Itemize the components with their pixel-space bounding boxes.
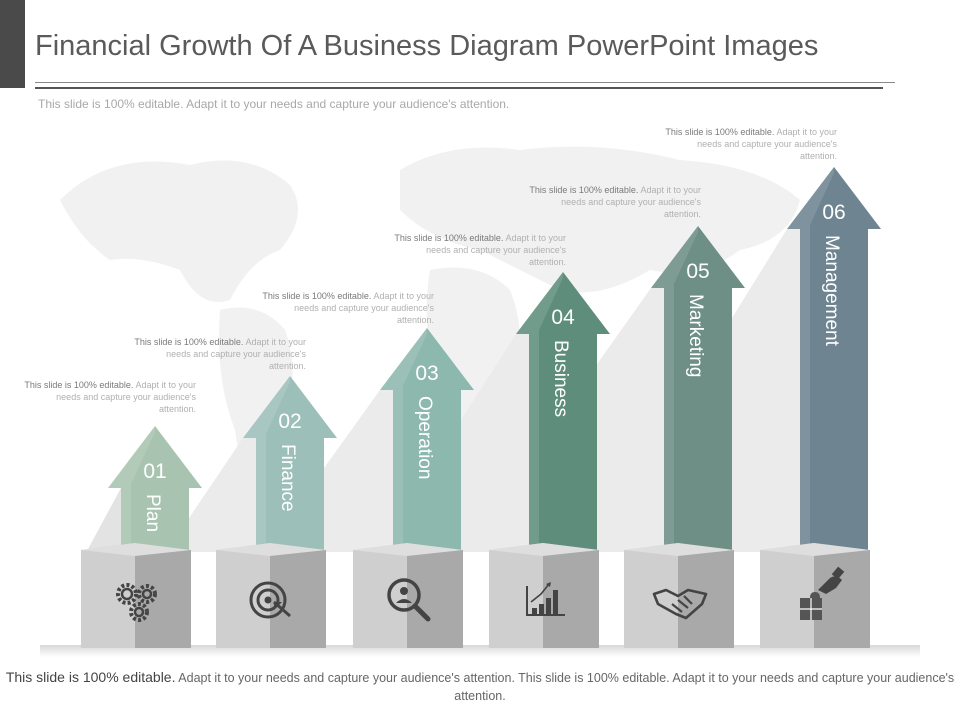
step-number: 03 — [415, 362, 438, 385]
step-number: 05 — [686, 260, 709, 283]
title-divider — [35, 82, 895, 83]
gears-icon — [116, 583, 157, 622]
growth-arrow-02: 02 Finance — [243, 376, 337, 552]
step-note-rest: Adapt it to your needs and capture your … — [56, 380, 196, 414]
growth-arrow-03: 03 Operation — [380, 328, 474, 552]
arrow-shape — [651, 226, 745, 552]
puzzle-hand-icon — [800, 566, 845, 620]
step-note-rest: Adapt it to your needs and capture your … — [426, 233, 566, 267]
arrow-shape — [108, 426, 202, 552]
step-note-rest: Adapt it to your needs and capture your … — [294, 291, 434, 325]
step-label: Marketing — [685, 294, 706, 377]
growth-shadow-band — [461, 334, 529, 552]
arrow-shape — [243, 376, 337, 552]
step-note: This slide is 100% editable. Adapt it to… — [394, 232, 566, 268]
step-note-rest: Adapt it to your needs and capture your … — [697, 127, 837, 161]
handshake-icon — [652, 588, 708, 620]
growth-arrow-06: 06 Management — [787, 167, 881, 552]
base-block-02 — [216, 543, 326, 648]
bar-chart-icon — [526, 582, 565, 616]
step-note-lead: This slide is 100% editable. — [134, 337, 246, 347]
base-block-05 — [624, 543, 734, 648]
step-number: 01 — [143, 460, 166, 483]
growth-shadow-band — [597, 288, 664, 552]
growth-shadow-band — [732, 229, 800, 552]
step-note-rest: Adapt it to your needs and capture your … — [561, 185, 701, 219]
step-note: This slide is 100% editable. Adapt it to… — [529, 184, 701, 220]
arrow-highlight — [108, 426, 155, 552]
growth-shadow-band — [189, 438, 256, 552]
base-block-01 — [81, 543, 191, 648]
growth-arrow-04: 04 Business — [516, 272, 610, 552]
growth-shadow-band — [324, 390, 393, 552]
title-divider-thick — [35, 87, 883, 89]
base-block-06 — [760, 543, 870, 648]
page-subtitle: This slide is 100% editable. Adapt it to… — [38, 97, 510, 111]
arrow-shape — [516, 272, 610, 552]
step-note: This slide is 100% editable. Adapt it to… — [134, 336, 306, 372]
footer-lead: This slide is 100% editable. — [5, 669, 176, 685]
step-label: Management — [821, 235, 842, 347]
arrow-highlight — [243, 376, 290, 552]
step-label: Finance — [277, 444, 298, 512]
step-note-rest: Adapt it to your needs and capture your … — [166, 337, 306, 371]
step-note: This slide is 100% editable. Adapt it to… — [24, 379, 196, 415]
step-note-lead: This slide is 100% editable. — [262, 291, 374, 301]
target-icon — [249, 581, 291, 619]
arrow-shadow — [81, 488, 121, 562]
step-label: Operation — [414, 396, 435, 479]
step-number: 02 — [278, 410, 301, 433]
growth-arrow-05: 05 Marketing — [651, 226, 745, 552]
arrow-shape — [787, 167, 881, 552]
step-note-lead: This slide is 100% editable. — [665, 127, 777, 137]
step-number: 06 — [822, 201, 845, 224]
step-note-lead: This slide is 100% editable. — [394, 233, 506, 243]
step-note-lead: This slide is 100% editable. — [529, 185, 641, 195]
step-label: Plan — [142, 494, 163, 532]
footer-rest: Adapt it to your needs and capture your … — [178, 671, 955, 703]
base-block-04 — [489, 543, 599, 648]
step-note-lead: This slide is 100% editable. — [24, 380, 136, 390]
step-note: This slide is 100% editable. Adapt it to… — [262, 290, 434, 326]
arrow-highlight — [380, 328, 427, 552]
title-accent-bar — [0, 0, 25, 88]
step-number: 04 — [551, 306, 575, 329]
base-block-03 — [353, 543, 463, 648]
page-title: Financial Growth Of A Business Diagram P… — [35, 30, 819, 62]
step-note: This slide is 100% editable. Adapt it to… — [665, 126, 837, 162]
arrow-shape — [380, 328, 474, 552]
arrow-highlight — [516, 272, 563, 552]
search-person-icon — [387, 578, 431, 622]
growth-arrow-01: 01 Plan — [108, 426, 202, 552]
footer-text: This slide is 100% editable. Adapt it to… — [0, 668, 960, 705]
step-label: Business — [550, 340, 571, 417]
